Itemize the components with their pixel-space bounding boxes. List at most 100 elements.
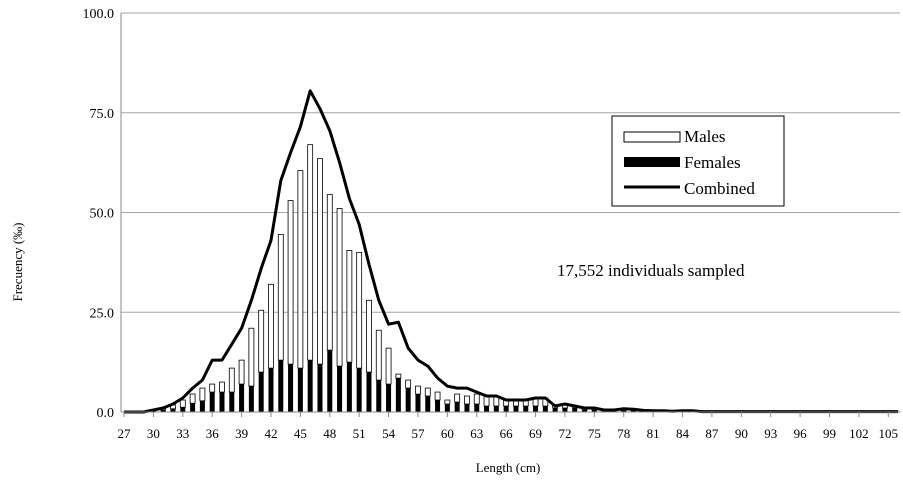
- bar-males: [307, 144, 314, 361]
- bar-males: [297, 170, 304, 369]
- bar-males: [268, 283, 274, 369]
- bar-males: [356, 251, 363, 369]
- x-tick-label: 54: [382, 426, 396, 441]
- legend-swatch-males: [623, 131, 681, 143]
- x-tick-label: 81: [647, 426, 660, 441]
- bar-males: [189, 393, 196, 404]
- bar-females: [160, 410, 166, 412]
- bars: [150, 144, 901, 412]
- legend-label-females: Females: [684, 153, 741, 172]
- bar-males: [317, 158, 323, 365]
- bar-females: [278, 360, 284, 412]
- bar-males: [375, 329, 382, 381]
- x-tick-label: 51: [353, 426, 366, 441]
- bar-females: [268, 368, 274, 412]
- bar-females: [464, 404, 470, 412]
- bar-females: [552, 408, 558, 412]
- y-tick-label: 50.0: [90, 207, 115, 222]
- bar-males: [366, 299, 372, 373]
- bar-females: [621, 410, 627, 412]
- bar-females: [317, 364, 323, 412]
- bar-males: [258, 309, 265, 373]
- bar-females: [395, 378, 401, 412]
- bar-females: [435, 400, 441, 412]
- bar-males: [444, 399, 451, 405]
- x-tick-label: 63: [470, 426, 483, 441]
- bar-females: [572, 408, 578, 412]
- x-tick-label: 84: [676, 426, 690, 441]
- bar-females: [337, 366, 343, 412]
- gridlines: [121, 12, 900, 313]
- bar-males: [209, 383, 216, 393]
- bar-males: [179, 399, 186, 408]
- x-axis-title: Length (cm): [476, 460, 541, 475]
- bar-females: [180, 407, 186, 412]
- x-tick-label: 66: [500, 426, 514, 441]
- bar-females: [229, 392, 235, 412]
- x-tick-label: 96: [794, 426, 808, 441]
- x-tick-label: 45: [294, 426, 307, 441]
- bar-males: [238, 359, 245, 385]
- x-tick-label: 27: [118, 426, 132, 441]
- legend-swatch-females: [624, 157, 680, 167]
- bar-females: [444, 404, 450, 412]
- bar-females: [405, 388, 411, 412]
- bar-females: [170, 408, 176, 412]
- bar-males: [454, 393, 461, 403]
- sample-size-annotation: 17,552 individuals sampled: [557, 261, 745, 280]
- bar-females: [297, 368, 303, 412]
- legend-label-combined: Combined: [684, 179, 755, 198]
- bar-females: [209, 392, 215, 412]
- bar-females: [239, 384, 245, 412]
- bar-males: [336, 208, 343, 367]
- x-tick-label: 72: [558, 426, 571, 441]
- bar-females: [376, 380, 382, 412]
- bar-females: [248, 386, 254, 412]
- bar-males: [219, 381, 225, 393]
- bar-females: [199, 400, 205, 412]
- legend-label-males: Males: [684, 127, 726, 146]
- bar-females: [503, 406, 509, 412]
- x-tick-label: 39: [235, 426, 248, 441]
- bar-males: [228, 367, 235, 393]
- bar-females: [386, 384, 392, 412]
- x-tick-label: 42: [264, 426, 277, 441]
- x-tick-label: 69: [529, 426, 542, 441]
- bar-males: [385, 347, 392, 385]
- bar-males: [346, 250, 353, 363]
- bar-males: [464, 395, 470, 405]
- bar-females: [258, 372, 264, 412]
- y-tick-label: 75.0: [90, 107, 115, 122]
- x-tick-label: 57: [411, 426, 425, 441]
- bar-females: [591, 410, 597, 412]
- y-tick-label: 25.0: [90, 306, 115, 321]
- x-tick-label: 30: [147, 426, 160, 441]
- x-tick-label: 99: [823, 426, 836, 441]
- bar-males: [326, 194, 333, 351]
- bar-females: [366, 372, 372, 412]
- bar-females: [219, 392, 225, 412]
- bar-females: [513, 406, 519, 412]
- bar-males: [277, 234, 284, 361]
- bar-males: [248, 327, 255, 387]
- bar-females: [562, 408, 568, 412]
- x-tick-label: 102: [849, 426, 869, 441]
- bar-females: [542, 406, 548, 412]
- bar-females: [356, 368, 362, 412]
- bar-females: [631, 410, 637, 412]
- bar-females: [288, 364, 294, 412]
- bar-females: [415, 394, 421, 412]
- y-tick-label: 0.0: [97, 406, 115, 421]
- bar-males: [287, 200, 294, 365]
- bar-males: [434, 391, 441, 401]
- x-tick-label: 60: [441, 426, 454, 441]
- y-tick-label: 100.0: [83, 7, 115, 22]
- legend: Males Females Combined: [611, 115, 785, 207]
- x-tick-label: 78: [617, 426, 630, 441]
- bar-females: [190, 403, 196, 412]
- bar-females: [425, 396, 431, 412]
- bar-females: [474, 404, 480, 412]
- bar-males: [415, 385, 421, 395]
- x-tick-label: 36: [206, 426, 220, 441]
